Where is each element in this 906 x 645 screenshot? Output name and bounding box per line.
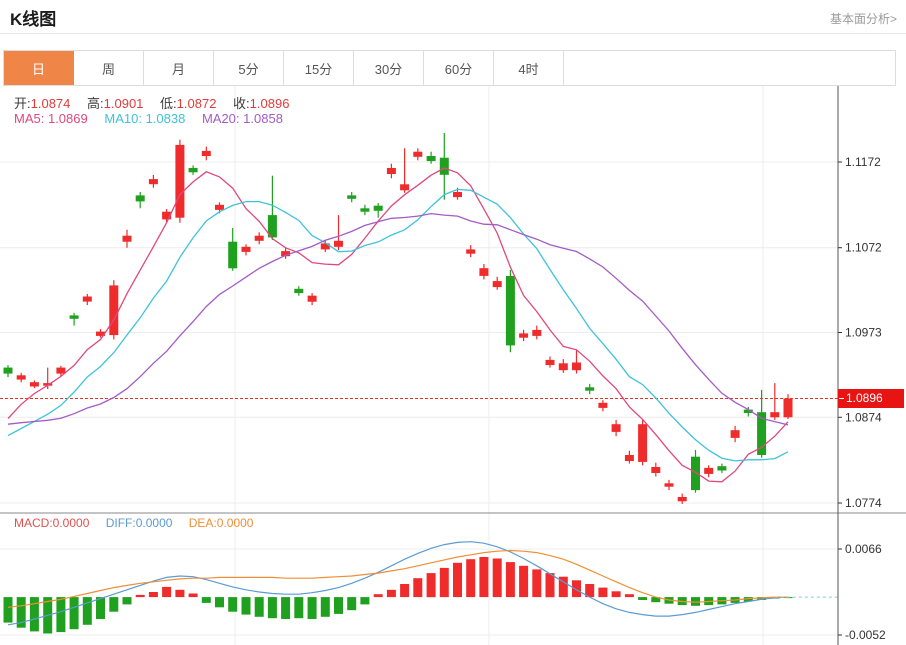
close-value: 1.0896 — [249, 96, 290, 111]
ohlc-readout: 开:1.0874 高:1.0901 低:1.0872 收:1.0896 — [14, 93, 302, 112]
period-tab-60分[interactable]: 60分 — [424, 51, 494, 85]
dea-line — [7, 549, 788, 608]
diff-label: DIFF: — [105, 516, 136, 530]
page-title: K线图 — [10, 10, 57, 29]
candles-layer — [3, 132, 793, 504]
axis-tick-label: 1.1172 — [845, 155, 881, 169]
period-tab-15分[interactable]: 15分 — [284, 51, 354, 85]
diff-line — [7, 541, 789, 626]
macd-value: 0.0000 — [52, 516, 90, 530]
ma10-value: 1.0838 — [145, 111, 186, 126]
period-tab-4时[interactable]: 4时 — [494, 51, 564, 85]
close-label: 收: — [233, 96, 250, 111]
ma5-line — [7, 167, 789, 483]
ma10-label: MA10: — [104, 111, 142, 126]
axis-tick-label: 1.0874 — [845, 410, 882, 424]
ma20-line — [7, 212, 789, 426]
title-divider — [0, 33, 906, 34]
axis-tick-label: 1.0973 — [845, 326, 882, 340]
gridlines — [0, 86, 838, 645]
high-label: 高: — [87, 96, 104, 111]
ma-readout: MA5: 1.0869 MA10: 1.0838 MA20: 1.0858 — [14, 111, 296, 126]
macd-label: MACD: — [14, 516, 53, 530]
low-label: 低: — [160, 96, 177, 111]
chart-area: 1.1172 1.1072 1.0973 1.0874 1.0774 0.0066 -0.0… — [0, 86, 906, 645]
period-tab-月[interactable]: 月 — [144, 51, 214, 85]
low-value: 1.0872 — [176, 96, 217, 111]
axis-tick-label: 0.0066 — [845, 542, 882, 556]
ma20-label: MA20: — [201, 111, 240, 126]
ma20-value: 1.0858 — [243, 111, 283, 126]
kline-chart-canvas[interactable]: 1.1172 1.1072 1.0973 1.0874 1.0774 0.0066 -0.0… — [0, 86, 906, 645]
macd-readout: MACD:0.0000 DIFF:0.0000 DEA:0.0000 — [14, 516, 266, 530]
period-tab-5分[interactable]: 5分 — [214, 51, 284, 85]
period-tab-日[interactable]: 日 — [4, 51, 74, 85]
axis-tick-label: -0.0052 — [845, 628, 886, 642]
ma5-value: 1.0869 — [47, 111, 88, 126]
ma5-label: MA5: — [14, 111, 45, 126]
dea-label: DEA: — [188, 516, 217, 530]
current-price-badge: 1.0896 — [838, 389, 904, 408]
period-tabbar: 日周月 5分 15分 30分 60分 4时 — [3, 50, 896, 86]
open-label: 开: — [14, 96, 31, 111]
axis-tick-label: 1.0774 — [845, 496, 882, 510]
macd-histogram — [3, 557, 793, 634]
diff-value: 0.0000 — [135, 516, 173, 530]
period-tab-30分[interactable]: 30分 — [354, 51, 424, 85]
fundamental-analysis-link[interactable]: 基本面分析> — [829, 12, 897, 26]
axis-tick-label: 1.1072 — [845, 241, 882, 255]
period-tab-周[interactable]: 周 — [74, 51, 144, 85]
dea-value: 0.0000 — [216, 516, 254, 530]
open-value: 1.0874 — [30, 96, 71, 111]
ma10-line — [7, 188, 789, 462]
high-value: 1.0901 — [103, 96, 144, 111]
